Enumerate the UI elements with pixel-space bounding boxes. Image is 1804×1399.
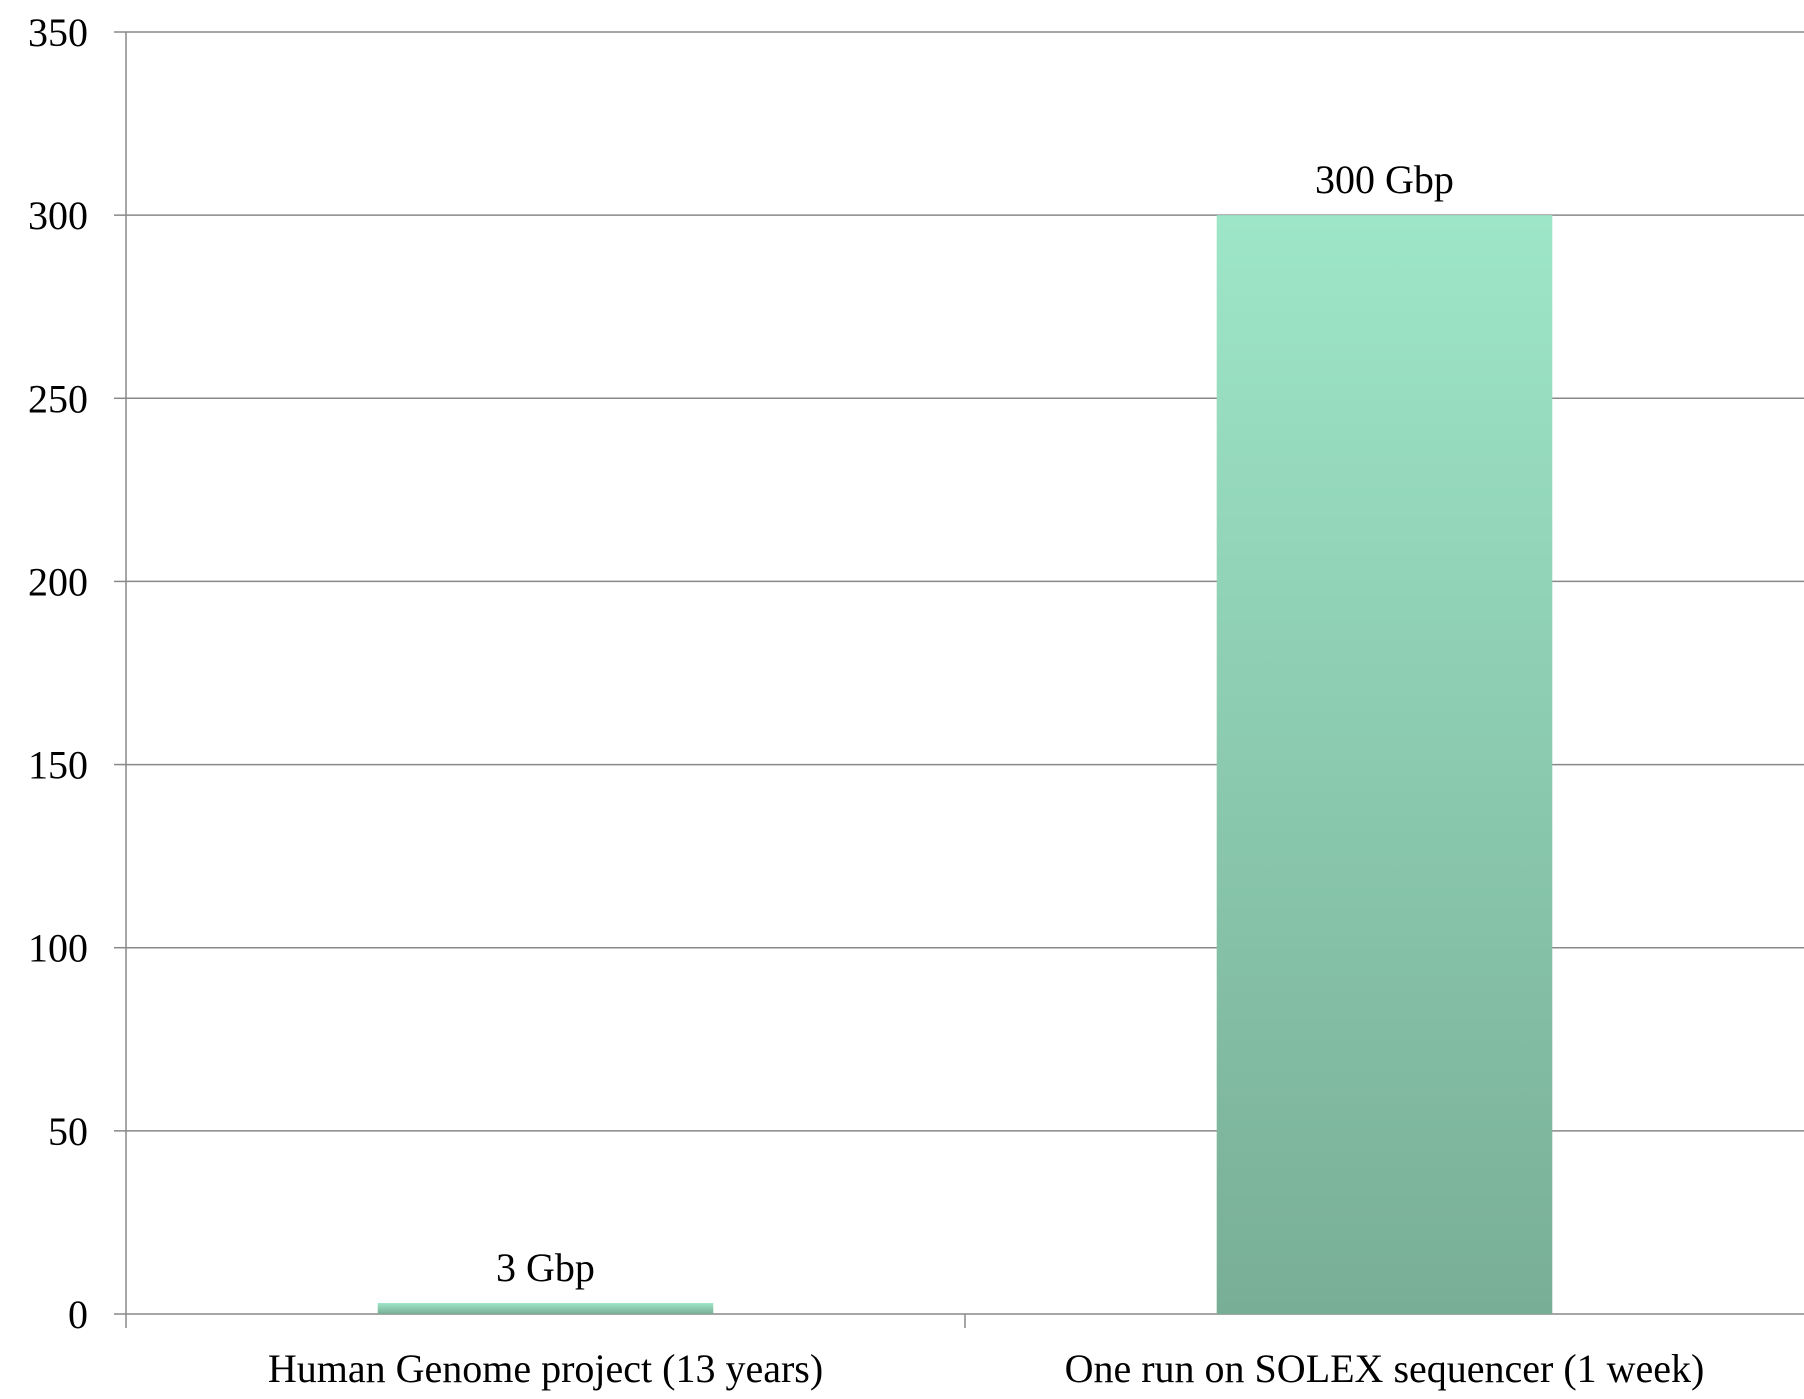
y-tick-label: 200 — [28, 559, 88, 604]
y-tick-label: 50 — [48, 1109, 88, 1154]
x-category-label: Human Genome project (13 years) — [268, 1346, 823, 1391]
bar — [377, 1303, 714, 1314]
y-tick-label: 100 — [28, 926, 88, 971]
bars — [377, 215, 1553, 1315]
labels: 0 50 100 150 200 250 300 350 3 Gbp Human Genome p… — [28, 10, 1704, 1391]
gridlines — [126, 31, 1804, 1132]
y-tick-label: 250 — [28, 376, 88, 421]
y-tick-label: 0 — [68, 1292, 88, 1337]
x-category-label: One run on SOLEX sequencer (1 week) — [1065, 1346, 1705, 1391]
y-tick-label: 350 — [28, 10, 88, 55]
y-tick-label: 300 — [28, 193, 88, 238]
y-tick-label: 150 — [28, 743, 88, 788]
bar — [1216, 215, 1553, 1315]
data-label: 3 Gbp — [496, 1245, 595, 1290]
data-label: 300 Gbp — [1315, 157, 1454, 202]
